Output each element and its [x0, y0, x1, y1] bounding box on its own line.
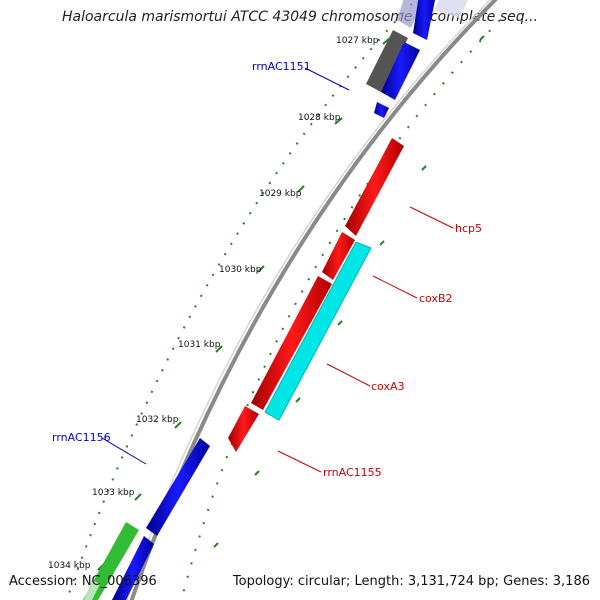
feature-hcp5[interactable]: [345, 138, 404, 236]
tick-label-1030: 1030 kbp: [219, 265, 262, 275]
tick-label-1028: 1028 kbp: [298, 113, 341, 123]
feature-red-long[interactable]: [251, 276, 332, 410]
leader-coxB2: [372, 275, 418, 299]
minor-ticks-right: [213, 35, 485, 548]
feature-grey-top[interactable]: [366, 30, 408, 92]
feature-blue-top-b[interactable]: [381, 42, 420, 100]
label-hcp5[interactable]: hcp5: [455, 222, 482, 235]
feature-coxB2[interactable]: [322, 232, 355, 280]
leader-rrnAC1155: [277, 450, 322, 473]
label-rrnAC1151[interactable]: rrnAC1151: [252, 60, 311, 73]
feature-coxA3[interactable]: [264, 241, 372, 421]
tick-1034: 1034 kbp: [48, 561, 105, 571]
ruler-dots-right: [180, 19, 501, 600]
feature-blue-bottom[interactable]: [112, 536, 154, 600]
leader-hcp5: [409, 206, 454, 229]
tick-label-1027: 1027 kbp: [336, 36, 379, 46]
feature-pale-bottom[interactable]: [84, 580, 100, 600]
tick-1027: 1027 kbp: [336, 36, 391, 46]
summary-text: Topology: circular; Length: 3,131,724 bp…: [232, 574, 590, 589]
leader-rrnAC1151: [304, 67, 350, 91]
feature-blue-lower[interactable]: [146, 438, 210, 536]
tick-label-1034: 1034 kbp: [48, 561, 91, 571]
tick-1031: 1031 kbp: [178, 340, 223, 353]
feature-green-bottom[interactable]: [83, 522, 139, 600]
tick-label-1031: 1031 kbp: [178, 340, 221, 350]
leader-coxA3: [326, 363, 371, 387]
tick-1032: 1032 kbp: [136, 415, 182, 429]
feature-pale-topright: [434, 0, 468, 18]
leader-rrnAC1156: [101, 437, 147, 465]
label-coxA3[interactable]: coxA3: [371, 380, 404, 393]
tick-1030: 1030 kbp: [219, 265, 265, 275]
label-rrnAC1156[interactable]: rrnAC1156: [52, 431, 111, 444]
feature-faded-top[interactable]: [397, 0, 426, 28]
tick-label-1032: 1032 kbp: [136, 415, 179, 425]
feature-blue-top-a[interactable]: [413, 0, 436, 40]
label-rrnAC1155[interactable]: rrnAC1155: [323, 466, 382, 479]
tick-1029: 1029 kbp: [259, 185, 305, 199]
tick-label-1033: 1033 kbp: [92, 488, 135, 498]
ruler-dots-left: [65, 0, 417, 600]
label-coxB2[interactable]: coxB2: [419, 292, 453, 305]
accession-text: Accession: NC_006396: [9, 574, 157, 589]
tick-1028: 1028 kbp: [298, 113, 343, 125]
feature-red-bottom[interactable]: [228, 406, 259, 452]
tick-label-1029: 1029 kbp: [259, 189, 302, 199]
tick-1033: 1033 kbp: [92, 488, 142, 501]
feature-blue-small-arrow[interactable]: [374, 102, 389, 118]
